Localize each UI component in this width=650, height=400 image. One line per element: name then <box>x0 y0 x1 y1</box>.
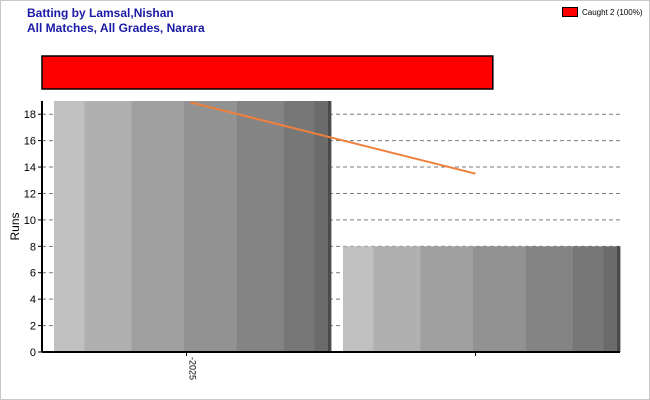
bar-0 <box>54 101 332 352</box>
y-tick-label-10: 10 <box>24 215 36 227</box>
bar-0-band-5 <box>283 101 315 352</box>
legend-swatch-caught <box>562 7 578 17</box>
chart-subtitle: All Matches, All Grades, Narara <box>27 21 205 35</box>
y-tick-label-2: 2 <box>30 321 36 333</box>
trend-line <box>190 101 476 175</box>
legend-label-caught: Caught 2 (100%) <box>582 7 643 17</box>
x-tick-label-0: -2025 <box>188 357 198 380</box>
bar-1-band-4 <box>525 246 574 352</box>
bar-0-shadow <box>328 101 331 352</box>
y-axis-label: Runs <box>8 212 22 240</box>
bar-1 <box>343 246 621 352</box>
y-tick-label-4: 4 <box>30 294 36 306</box>
bar-1-band-0 <box>343 246 374 352</box>
dismissal-bar-caught <box>41 55 494 90</box>
y-tick-label-12: 12 <box>24 188 36 200</box>
y-tick-label-18: 18 <box>24 109 36 121</box>
chart-title: Batting by Lamsal,Nishan <box>27 6 174 20</box>
y-tick-label-0: 0 <box>30 347 36 359</box>
bar-1-band-5 <box>572 246 604 352</box>
bar-0-band-1 <box>84 101 133 352</box>
bar-0-band-6 <box>314 101 332 352</box>
bar-0-band-4 <box>236 101 285 352</box>
bar-1-band-3 <box>473 246 527 352</box>
y-tick-label-8: 8 <box>30 241 36 253</box>
legend: Caught 2 (100%) <box>562 6 642 18</box>
bar-1-shadow <box>617 246 620 352</box>
bar-1-band-1 <box>373 246 422 352</box>
y-tick-label-6: 6 <box>30 268 36 280</box>
bar-1-band-6 <box>603 246 621 352</box>
bar-0-band-3 <box>184 101 238 352</box>
bar-0-band-2 <box>131 101 185 352</box>
bar-1-band-2 <box>420 246 474 352</box>
y-tick-label-16: 16 <box>24 136 36 148</box>
bar-0-band-0 <box>54 101 85 352</box>
y-tick-label-14: 14 <box>24 162 36 174</box>
